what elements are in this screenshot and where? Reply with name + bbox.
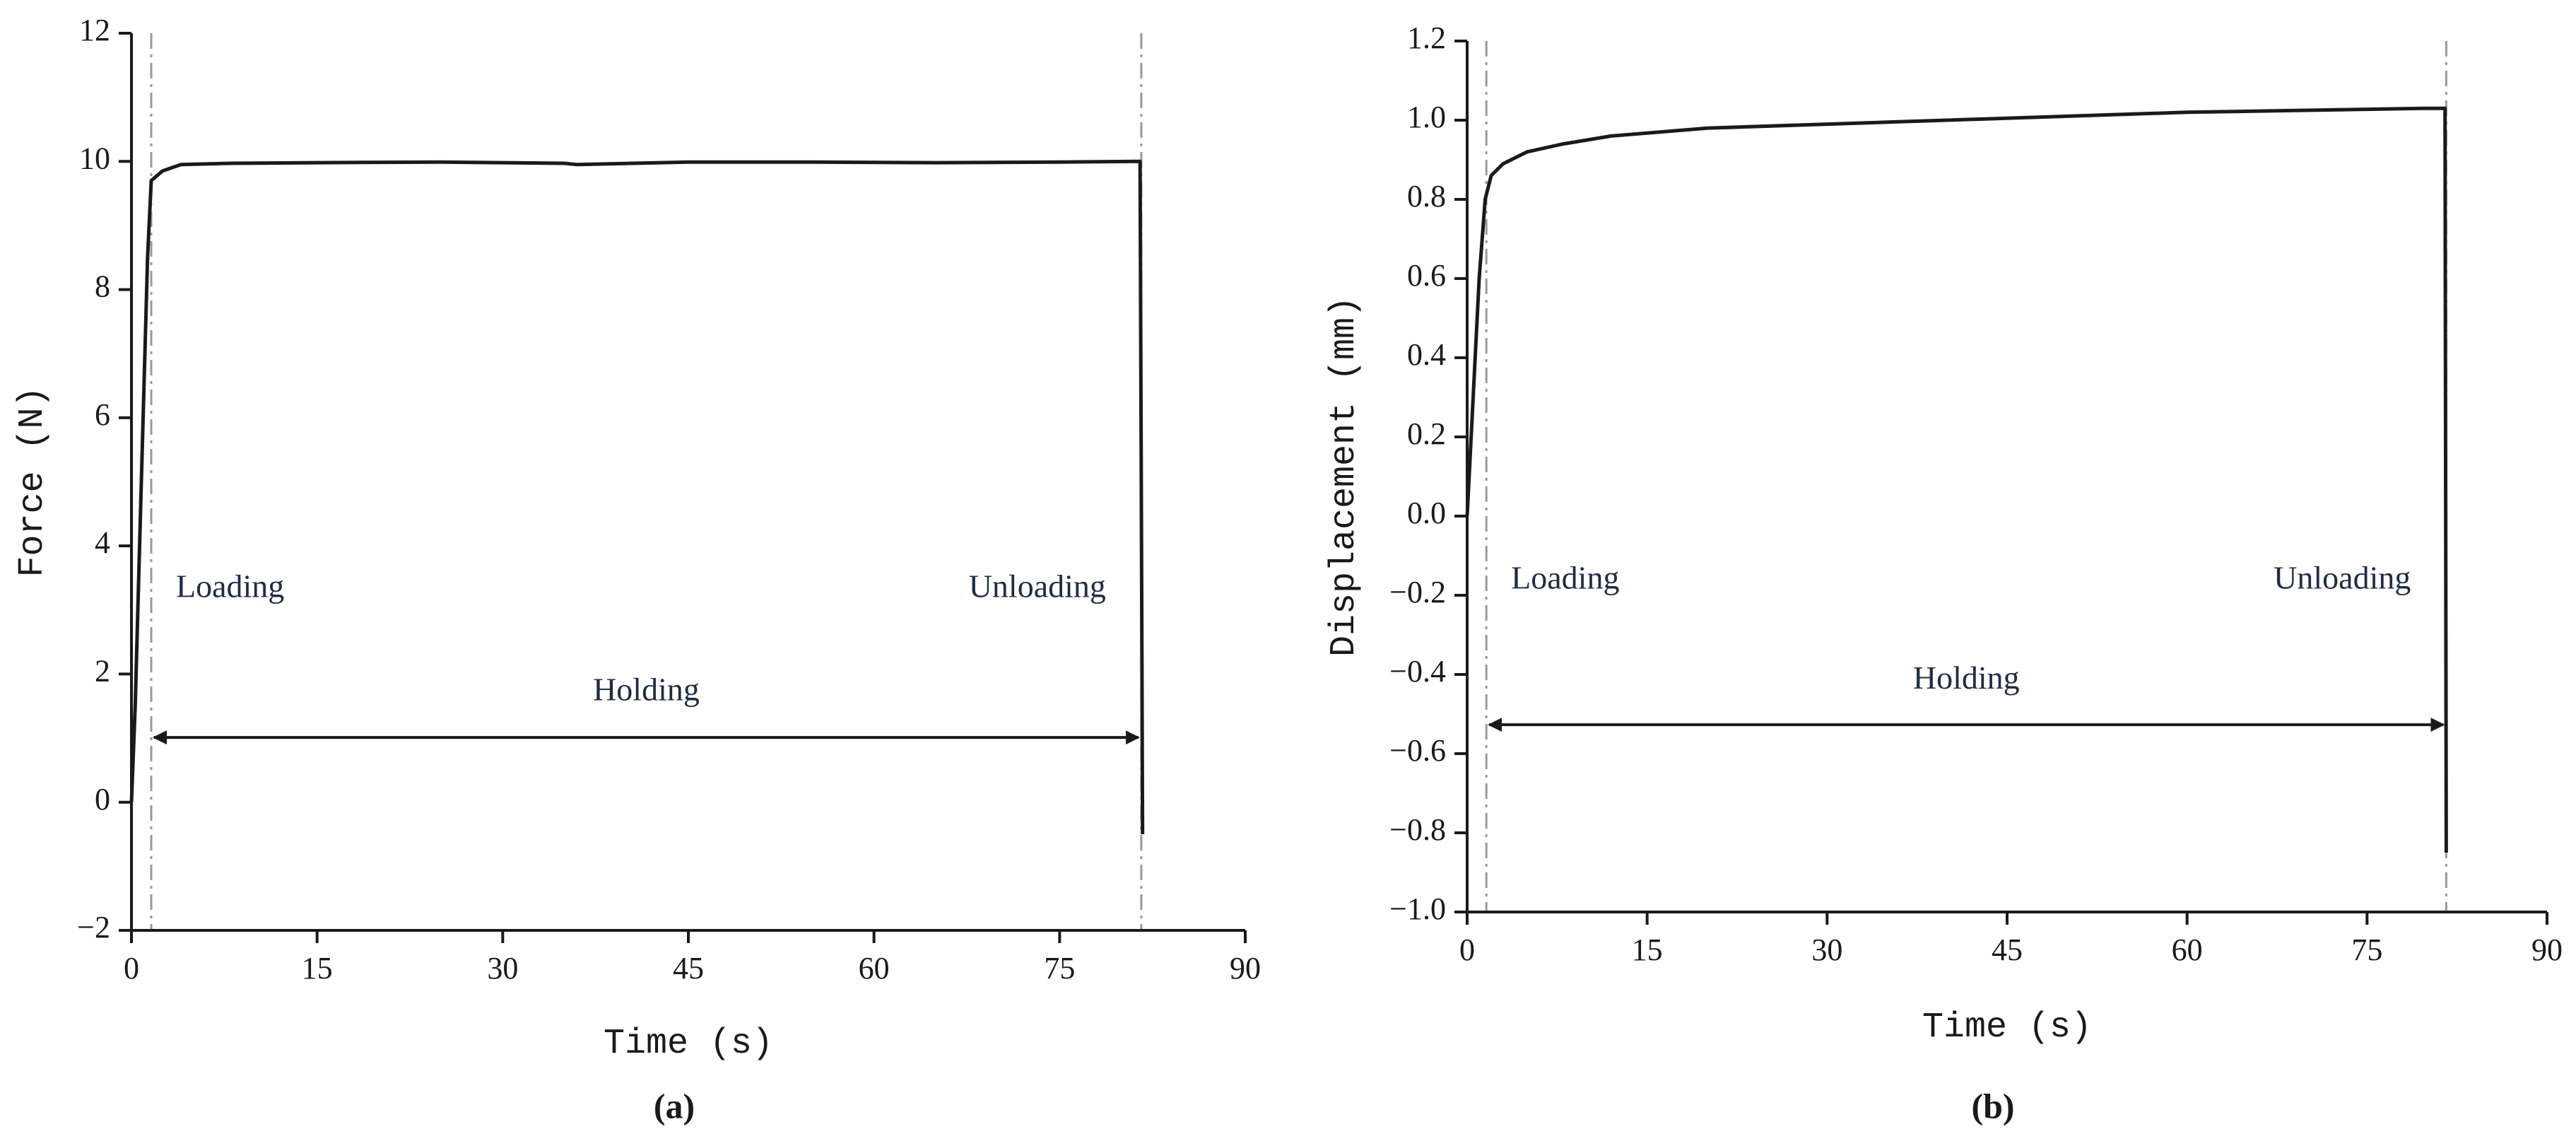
data-line bbox=[1465, 106, 2448, 853]
y-tick-label: 0.0 bbox=[1407, 496, 1446, 530]
unloading-label: Unloading bbox=[969, 568, 1106, 604]
y-tick-label: 8 bbox=[95, 269, 110, 304]
x-tick-label: 0 bbox=[1459, 932, 1475, 967]
x-axis-title: Time (s) bbox=[604, 1024, 773, 1064]
x-tick-label: 30 bbox=[487, 951, 518, 986]
y-tick-label: 0.2 bbox=[1407, 416, 1446, 451]
x-tick-label: 15 bbox=[1632, 932, 1663, 967]
x-tick-label: 60 bbox=[859, 951, 890, 986]
panel-label: (a) bbox=[654, 1086, 695, 1125]
y-tick-label: 1.2 bbox=[1407, 21, 1446, 55]
y-axis-title: Displacement (mm) bbox=[1324, 296, 1365, 657]
holding-label: Holding bbox=[593, 671, 700, 707]
y-tick-label: 2 bbox=[95, 654, 110, 689]
y-tick-label: 0.4 bbox=[1407, 337, 1446, 372]
loading-label: Loading bbox=[176, 568, 284, 604]
loading-label: Loading bbox=[1511, 559, 1619, 595]
data-line bbox=[129, 159, 1145, 835]
x-tick-label: 45 bbox=[673, 951, 704, 986]
x-tick-label: 45 bbox=[1992, 932, 2023, 967]
x-tick-label: 75 bbox=[2351, 932, 2382, 967]
y-tick-label: −2 bbox=[77, 910, 110, 945]
x-tick-label: 90 bbox=[2531, 932, 2563, 967]
holding-label: Holding bbox=[1913, 660, 2020, 696]
y-tick-label: 0.6 bbox=[1407, 258, 1446, 293]
y-tick-label: −0.8 bbox=[1389, 812, 1446, 847]
x-tick-label: 90 bbox=[1230, 951, 1261, 986]
x-tick-label: 75 bbox=[1044, 951, 1075, 986]
y-axis-title: Force (N) bbox=[13, 386, 53, 577]
x-tick-label: 15 bbox=[302, 951, 333, 986]
y-tick-label: 1.0 bbox=[1407, 100, 1446, 134]
y-tick-label: 4 bbox=[95, 525, 110, 560]
y-tick-label: 10 bbox=[79, 141, 110, 175]
y-tick-label: −0.2 bbox=[1389, 575, 1446, 609]
y-tick-label: 0.8 bbox=[1407, 179, 1446, 214]
y-tick-label: 6 bbox=[95, 397, 110, 432]
y-tick-label: −1.0 bbox=[1389, 891, 1446, 926]
y-tick-label: −0.6 bbox=[1389, 733, 1446, 768]
y-tick-label: 12 bbox=[79, 13, 110, 47]
x-tick-label: 60 bbox=[2172, 932, 2203, 967]
y-tick-label: −0.4 bbox=[1389, 654, 1446, 689]
unloading-label: Unloading bbox=[2274, 559, 2411, 595]
x-tick-label: 0 bbox=[124, 951, 139, 986]
y-tick-label: 0 bbox=[95, 782, 110, 817]
x-tick-label: 30 bbox=[1811, 932, 1842, 967]
x-axis-title: Time (s) bbox=[1922, 1007, 2092, 1048]
panel-label: (b) bbox=[1971, 1086, 2014, 1125]
